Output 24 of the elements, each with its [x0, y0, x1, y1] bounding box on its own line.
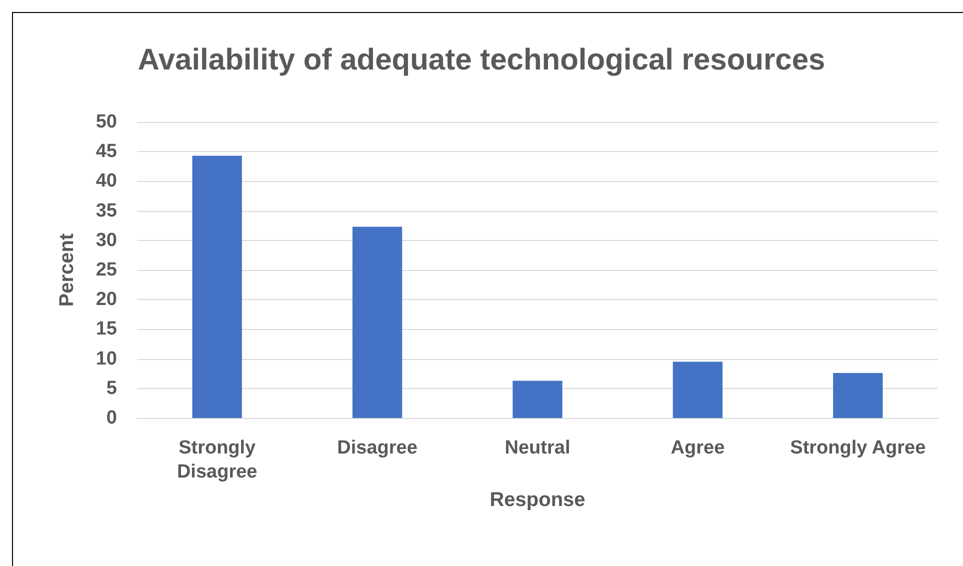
x-tick-label: Neutral: [504, 438, 570, 458]
x-tick-label: Strongly Disagree: [176, 438, 258, 482]
y-axis-title: Percent: [56, 232, 78, 307]
y-tick-label: 40: [96, 170, 117, 192]
y-tick-label: 25: [96, 260, 118, 280]
y-tick-label: 15: [96, 318, 118, 340]
y-tick-label: 30: [96, 230, 117, 251]
chart-title: Availability of adequate technological resources: [138, 44, 826, 76]
bar: [672, 362, 723, 418]
y-tick-label: 0: [106, 408, 117, 428]
x-tick-label: Disagree: [337, 438, 418, 458]
y-tick-label: 5: [106, 378, 118, 399]
y-tick-label: 45: [96, 141, 118, 162]
y-tick-label: 50: [96, 112, 117, 132]
y-tick-label: 10: [96, 348, 117, 370]
bar: [512, 380, 562, 418]
bar: [833, 373, 883, 418]
x-tick-label: Agree: [670, 438, 725, 458]
bar: [192, 156, 242, 418]
y-tick-label: 35: [96, 200, 118, 222]
x-axis-title: Response: [490, 489, 586, 511]
x-tick-label: Strongly Agree: [790, 438, 926, 458]
bar: [352, 226, 402, 418]
y-tick-label: 20: [96, 289, 117, 310]
